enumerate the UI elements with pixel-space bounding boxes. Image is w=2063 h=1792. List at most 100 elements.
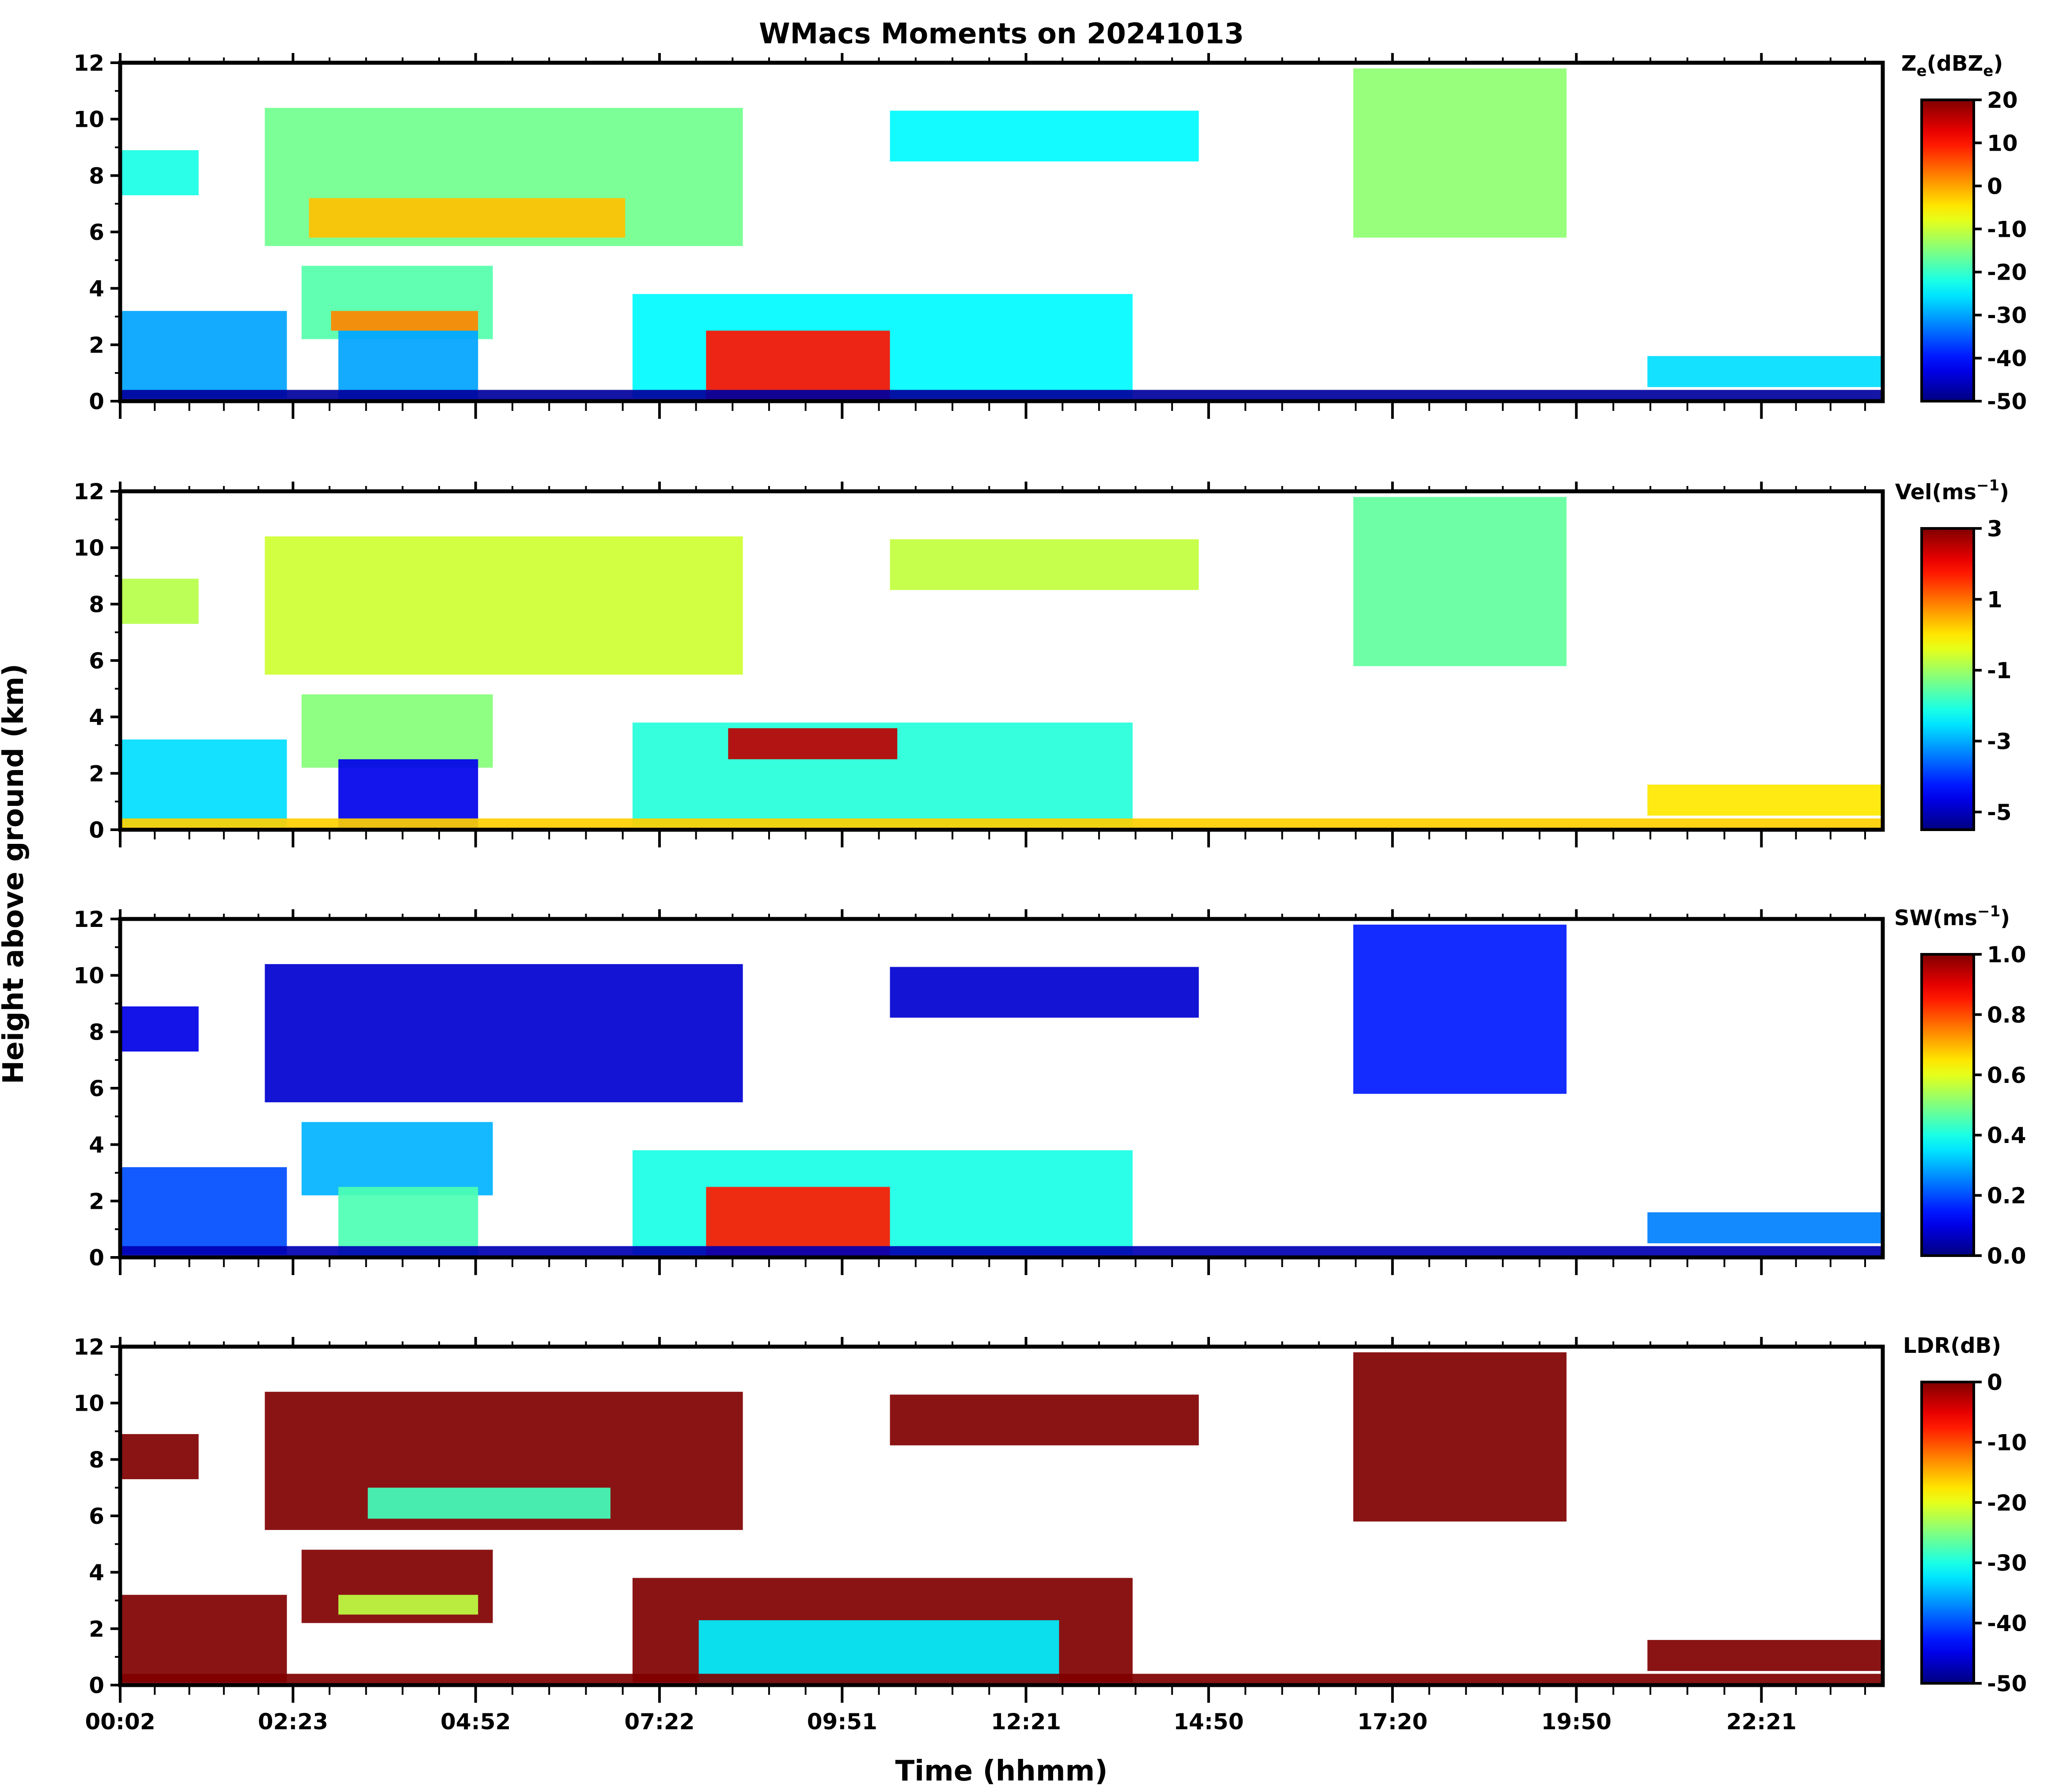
data-block-cirrus-00-01	[121, 1434, 199, 1480]
y-tick-label: 4	[89, 705, 104, 730]
y-tick-label: 8	[89, 163, 104, 189]
data-block-ice-cloud-02-07	[265, 536, 743, 675]
data-block-mid-cloud-02-05	[301, 694, 493, 768]
x-tick-label: 17:20	[1358, 1709, 1428, 1735]
colorbar-tick-label: -40	[1987, 1611, 2027, 1636]
y-tick-label: 6	[89, 220, 104, 245]
colorbar-tick-label: -10	[1987, 216, 2027, 242]
data-block-high-cloud-17-19	[1353, 497, 1567, 666]
colorbar-tick-label: -20	[1987, 260, 2027, 285]
colorbar-tick-label: 0.6	[1987, 1063, 2026, 1088]
x-tick-label: 09:51	[807, 1709, 877, 1735]
y-tick-label: 12	[73, 907, 104, 932]
data-block-low-cloud-00-02	[121, 739, 287, 827]
y-tick-label: 4	[89, 1132, 104, 1158]
y-tick-label: 6	[89, 1076, 104, 1101]
y-tick-label: 0	[89, 1673, 104, 1698]
data-block-precip-shafts	[338, 1187, 478, 1257]
data-block-updraft-tops	[728, 728, 898, 759]
panel-velocity: 0 2 4 6 8 10 12 3 1 -1 -3 -5 Vel(ms−1)	[73, 477, 2012, 847]
data-block-melting-layer	[338, 1595, 478, 1615]
colorbar-reflectivity	[1922, 100, 1974, 401]
y-tick-label: 8	[89, 1019, 104, 1045]
panel-data-spectrum_width	[120, 924, 1883, 1257]
data-block-cirrus-00-01	[121, 578, 199, 624]
y-tick-label: 10	[73, 963, 104, 989]
colorbar-tick-label: 20	[1987, 87, 2018, 113]
colorbar-tick-label: -3	[1987, 729, 2012, 754]
y-tick-label: 4	[89, 276, 104, 302]
panel-data-velocity	[120, 497, 1883, 830]
data-block-ice-cloud-core	[309, 198, 626, 238]
x-tick-label: 22:21	[1726, 1709, 1797, 1735]
x-tick-label: 07:22	[624, 1709, 694, 1735]
y-tick-label: 12	[73, 50, 104, 76]
data-block-upper-cloud-10-14	[890, 967, 1199, 1018]
data-block-low-layer-20-24	[1647, 784, 1883, 816]
colorbar-tick-label: 0.2	[1987, 1183, 2026, 1209]
data-block-upper-cloud-10-14	[890, 1394, 1199, 1446]
data-block-cirrus-00-01	[121, 150, 199, 196]
figure-title: WMacs Moments on 20241013	[759, 18, 1244, 50]
colorbar-frame	[1920, 527, 1975, 831]
colorbar-tick-label: 3	[1987, 516, 2002, 542]
y-tick-label: 2	[89, 332, 104, 358]
colorbar-ldr	[1922, 1382, 1974, 1683]
colorbar-tick-label: -20	[1987, 1490, 2027, 1516]
data-block-low-cloud-00-02	[121, 311, 287, 399]
colorbar-title-spectrum_width: SW(ms−1)	[1894, 903, 2010, 930]
panel-reflectivity: 0 2 4 6 8 10 12 20 10 0 -10 -20 -30 -40 -50 Ze(dBZe)	[73, 50, 2027, 419]
y-tick-label: 8	[89, 1447, 104, 1473]
panel-data-reflectivity	[120, 68, 1883, 401]
data-block-upper-cloud-10-14	[890, 110, 1199, 162]
data-block-mid-cloud-02-05	[301, 1122, 493, 1196]
y-tick-label: 2	[89, 1188, 104, 1214]
y-tick-label: 2	[89, 761, 104, 786]
y-tick-label: 0	[89, 1245, 104, 1271]
colorbar-tick-label: 0.8	[1987, 1002, 2026, 1028]
data-block-rain-core	[706, 330, 890, 401]
colorbar-tick-label: 1	[1987, 587, 2002, 612]
colorbar-frame	[1920, 953, 1975, 1257]
data-block-high-cloud-17-19	[1353, 68, 1567, 238]
y-tick-label: 6	[89, 1503, 104, 1529]
data-block-high-cloud-17-19	[1353, 1352, 1567, 1522]
colorbar-title-velocity: Vel(ms−1)	[1895, 477, 2009, 505]
data-block-melting-layer	[331, 311, 478, 331]
y-tick-label: 0	[89, 389, 104, 414]
colorbar-tick-label: 0	[1987, 174, 2002, 199]
colorbar-frame	[1920, 1381, 1975, 1685]
y-tick-label: 12	[73, 1334, 104, 1360]
x-axis-label: Time (hhmm)	[895, 1755, 1108, 1788]
colorbar-tick-label: -10	[1987, 1430, 2027, 1455]
colorbar-tick-label: -1	[1987, 658, 2012, 683]
colorbar-tick-label: 10	[1987, 130, 2018, 156]
x-tick-label: 00:02	[85, 1709, 155, 1735]
x-tick-label: 19:50	[1541, 1709, 1612, 1735]
colorbar-tick-label: -50	[1987, 1671, 2027, 1697]
data-block-upper-cloud-10-14	[890, 539, 1199, 590]
data-block-low-cloud-00-02	[121, 1167, 287, 1255]
y-tick-label: 10	[73, 535, 104, 561]
colorbar-tick-label: 0.4	[1987, 1123, 2026, 1148]
colorbar-tick-label: -5	[1987, 800, 2012, 825]
colorbar-tick-label: 0.0	[1987, 1243, 2026, 1269]
y-tick-label: 10	[73, 107, 104, 133]
colorbar-tick-label: -30	[1987, 1550, 2027, 1576]
data-block-rain-core	[706, 1187, 890, 1257]
data-block-ice-cloud-core	[368, 1488, 611, 1519]
panel-data-ldr	[120, 1352, 1883, 1685]
colorbar-tick-label: -50	[1987, 389, 2027, 414]
y-tick-label: 0	[89, 817, 104, 843]
data-block-precip-shafts	[338, 330, 478, 401]
y-tick-label: 4	[89, 1560, 104, 1586]
colorbar-title-ldr: LDR(dB)	[1903, 1333, 2001, 1358]
colorbar-velocity	[1922, 528, 1974, 830]
y-tick-label: 6	[89, 648, 104, 674]
y-tick-label: 12	[73, 479, 104, 505]
data-block-low-layer-20-24	[1647, 1212, 1883, 1244]
panel-ldr: 0 2 4 6 8 10 12 00:02 02:23 04:52 07:22 09:51 12:21 1…	[73, 1333, 2027, 1735]
data-block-low-layer-20-24	[1647, 1640, 1883, 1671]
colorbar-tick-label: 1.0	[1987, 942, 2026, 968]
